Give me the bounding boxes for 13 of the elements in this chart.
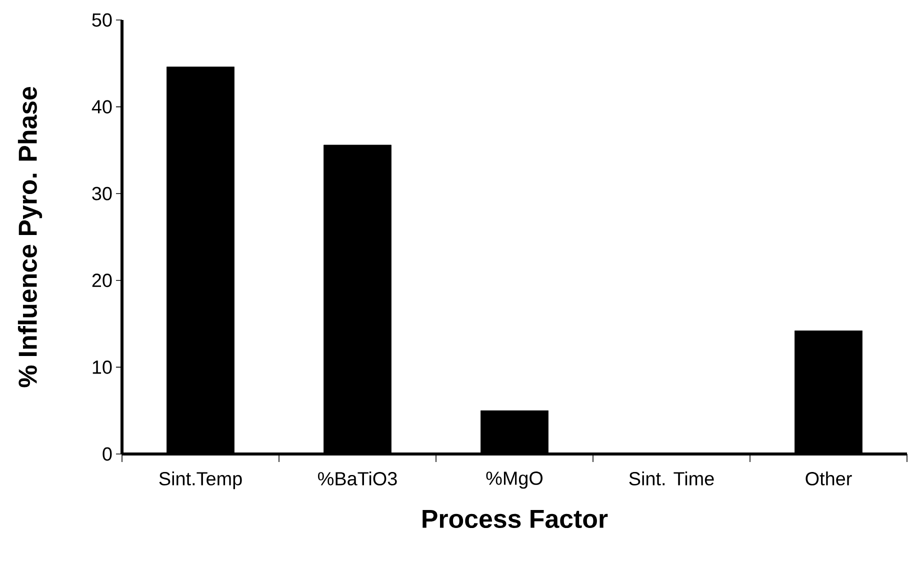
y-tick-label: 20 xyxy=(92,274,112,288)
y-axis-title: % Influence Pyro. Phase xyxy=(18,86,42,388)
x-tick-label: %BaTiO3 xyxy=(318,472,397,486)
x-axis-title: Process Factor xyxy=(422,510,608,528)
y-tick-label: 0 xyxy=(102,447,112,461)
y-tick-label: 40 xyxy=(92,100,112,114)
x-tick-label: Sint.Temp xyxy=(159,472,242,490)
y-tick-label: 50 xyxy=(92,13,112,27)
x-tick-label: Sint. Time xyxy=(629,472,714,486)
y-tick-label: 30 xyxy=(92,186,112,200)
y-tick-label: 10 xyxy=(92,360,112,374)
x-tick-label: %MgO xyxy=(486,472,543,489)
x-tick-label: Other xyxy=(806,472,852,486)
